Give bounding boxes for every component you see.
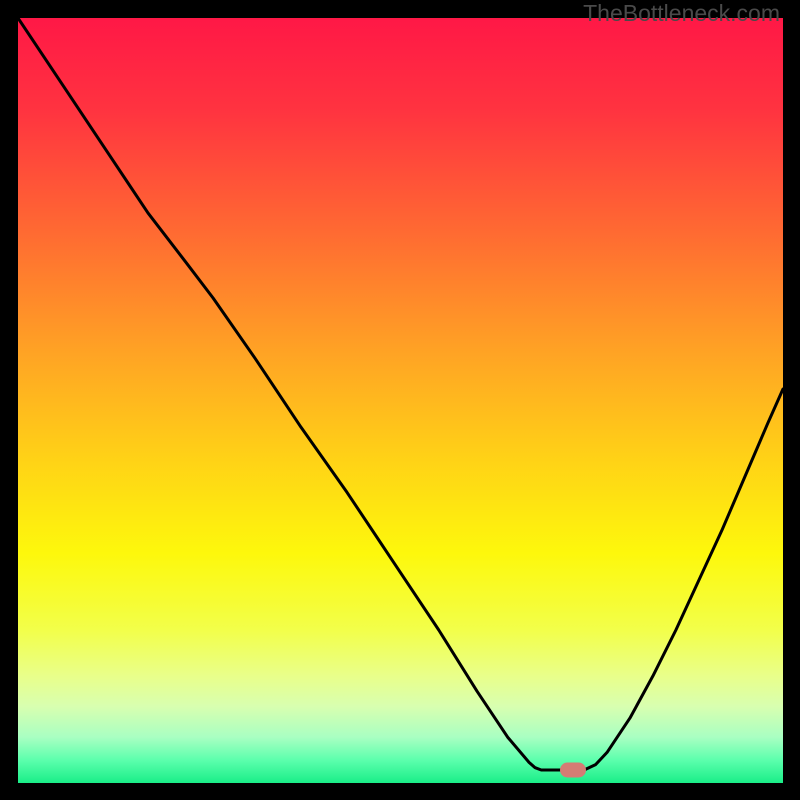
optimal-marker (560, 762, 586, 777)
plot-area (18, 18, 783, 783)
curve-path (18, 18, 783, 770)
watermark-text: TheBottleneck.com (583, 0, 780, 27)
bottleneck-curve (18, 18, 783, 783)
